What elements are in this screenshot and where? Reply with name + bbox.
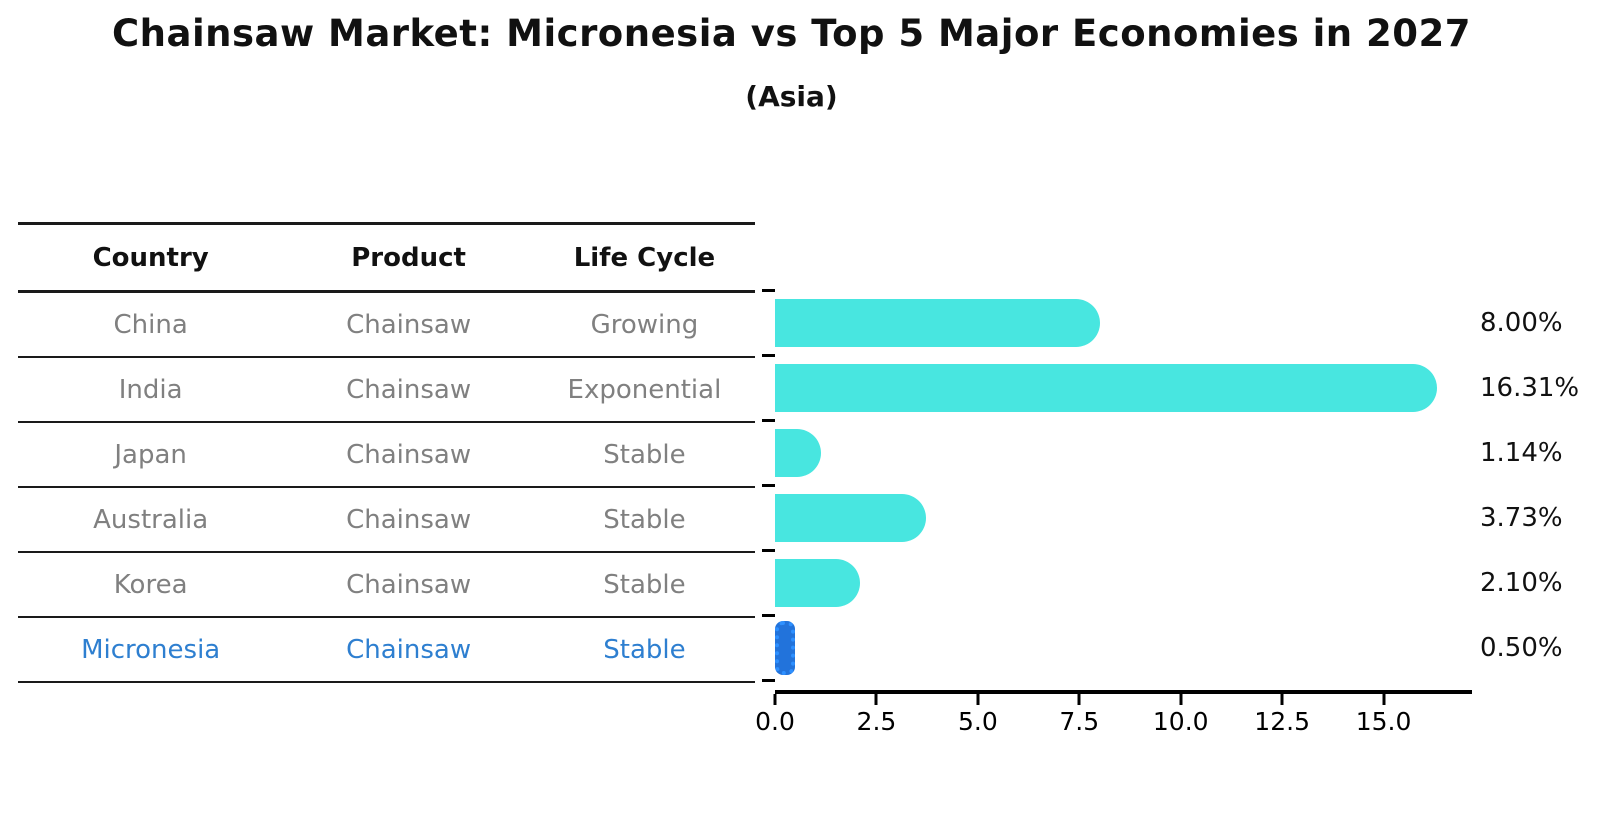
x-axis-tick-label: 12.5 xyxy=(1254,707,1310,736)
cell-life-cycle: Stable xyxy=(603,504,686,535)
x-axis-tick-label: 5.0 xyxy=(957,707,998,736)
table-row: Australia Chainsaw Stable xyxy=(18,488,755,553)
column-header-product: Product xyxy=(351,242,466,273)
x-axis-tick xyxy=(1382,694,1386,705)
chart-subtitle: (Asia) xyxy=(745,80,838,113)
x-axis-tick-label: 0.0 xyxy=(755,707,795,736)
x-axis-tick xyxy=(976,694,980,705)
y-axis-tick xyxy=(762,549,775,552)
bar-value-label: 16.31% xyxy=(1480,372,1580,403)
bar-row xyxy=(775,355,1470,420)
cell-country: China xyxy=(113,309,188,340)
table-row: China Chainsaw Growing xyxy=(18,293,755,358)
cell-life-cycle: Stable xyxy=(603,634,686,665)
bar-value-label: 3.73% xyxy=(1480,502,1563,533)
table-body: China Chainsaw Growing India Chainsaw Exponen… xyxy=(18,293,755,683)
x-axis-tick-label: 2.5 xyxy=(856,707,897,736)
x-axis-tick xyxy=(874,694,878,705)
y-axis-tick xyxy=(762,289,775,292)
cell-life-cycle: Stable xyxy=(603,439,686,470)
table-row: Korea Chainsaw Stable xyxy=(18,553,755,618)
x-axis-tick-label: 15.0 xyxy=(1355,707,1412,736)
bar-korea xyxy=(775,558,861,607)
y-axis-tick xyxy=(762,484,775,487)
bar-china xyxy=(775,298,1100,347)
x-axis-spine xyxy=(775,690,1472,694)
table-row: India Chainsaw Exponential xyxy=(18,358,755,423)
bar-value-label: 1.14% xyxy=(1480,437,1563,468)
cell-country: Korea xyxy=(113,569,188,600)
x-axis-tick xyxy=(1179,694,1183,705)
x-axis-tick-label: 10.0 xyxy=(1152,707,1209,736)
bar-row xyxy=(775,290,1470,355)
y-axis-tick xyxy=(762,679,775,682)
cell-country: India xyxy=(118,374,183,405)
table-row: Japan Chainsaw Stable xyxy=(18,423,755,488)
x-axis-tick xyxy=(1077,694,1081,705)
cell-life-cycle: Exponential xyxy=(567,374,722,405)
bar-japan xyxy=(775,428,822,477)
bar-value-label: 8.00% xyxy=(1480,307,1563,338)
cell-life-cycle: Growing xyxy=(590,309,699,340)
x-axis-ticks: 0.0 2.5 5.0 7.5 10.0 12.5 15.0 xyxy=(755,694,1470,744)
country-table: Country Product Life Cycle China Chainsaw Gr… xyxy=(18,222,755,683)
bar-row xyxy=(775,615,1470,680)
cell-product: Chainsaw xyxy=(346,569,472,600)
chart-title: Chainsaw Market: Micronesia vs Top 5 Maj… xyxy=(111,12,1472,55)
bar-india xyxy=(775,363,1437,412)
x-axis-tick-label: 7.5 xyxy=(1059,707,1100,736)
bar-row xyxy=(775,420,1470,485)
table-row: Micronesia Chainsaw Stable xyxy=(18,618,755,683)
column-header-life-cycle: Life Cycle xyxy=(573,242,716,273)
cell-country: Micronesia xyxy=(81,634,221,665)
bar-australia xyxy=(775,493,927,542)
cell-product: Chainsaw xyxy=(346,439,472,470)
y-axis-tick xyxy=(762,419,775,422)
x-axis-tick xyxy=(1280,694,1284,705)
cell-product: Chainsaw xyxy=(346,634,472,665)
cell-country: Japan xyxy=(114,439,187,470)
y-axis-tick xyxy=(762,354,775,357)
cell-product: Chainsaw xyxy=(346,309,472,340)
bar-value-label: 2.10% xyxy=(1480,567,1563,598)
column-header-country: Country xyxy=(92,242,209,273)
value-labels: 8.00% 16.31% 1.14% 3.73% 2.10% 0.50% xyxy=(1480,290,1579,680)
y-axis-tick xyxy=(762,614,775,617)
bar-value-label: 0.50% xyxy=(1480,632,1563,663)
bar-row xyxy=(775,550,1470,615)
cell-life-cycle: Stable xyxy=(603,569,686,600)
bars-area xyxy=(775,290,1470,680)
cell-product: Chainsaw xyxy=(346,504,472,535)
cell-product: Chainsaw xyxy=(346,374,472,405)
bar-row xyxy=(775,485,1470,550)
bar-micronesia xyxy=(775,620,796,675)
cell-country: Australia xyxy=(93,504,209,535)
x-axis-tick xyxy=(773,694,777,705)
table-header-row: Country Product Life Cycle xyxy=(18,225,755,293)
bar-plot-area xyxy=(762,289,1470,690)
